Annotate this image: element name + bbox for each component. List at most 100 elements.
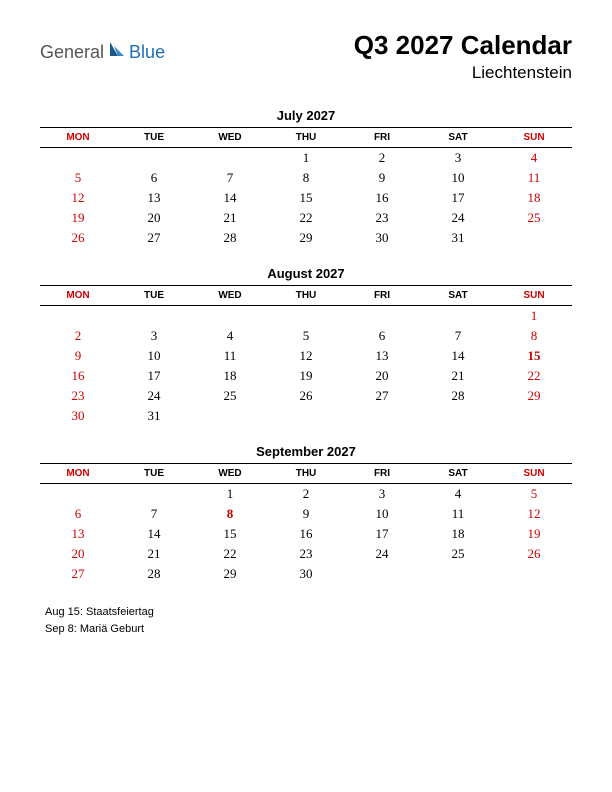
day-cell: 14: [192, 188, 268, 208]
day-header: TUE: [116, 286, 192, 306]
week-row: 20212223242526: [40, 544, 572, 564]
day-cell: [116, 484, 192, 505]
day-cell: 18: [496, 188, 572, 208]
day-cell: [40, 306, 116, 327]
week-row: 1: [40, 306, 572, 327]
day-cell: 17: [420, 188, 496, 208]
day-cell: 28: [116, 564, 192, 584]
day-header: SAT: [420, 128, 496, 148]
day-cell: 9: [344, 168, 420, 188]
day-header: THU: [268, 464, 344, 484]
day-cell: 13: [344, 346, 420, 366]
week-row: 12131415161718: [40, 188, 572, 208]
week-row: 567891011: [40, 168, 572, 188]
day-header: FRI: [344, 464, 420, 484]
header: General Blue Q3 2027 Calendar Liechtenst…: [40, 30, 572, 83]
day-header: SUN: [496, 128, 572, 148]
day-cell: 14: [116, 524, 192, 544]
day-cell: [496, 406, 572, 426]
day-header: FRI: [344, 286, 420, 306]
day-cell: 26: [496, 544, 572, 564]
day-cell: 16: [268, 524, 344, 544]
day-cell: 2: [344, 148, 420, 169]
day-cell: [496, 228, 572, 248]
calendar-table: MONTUEWEDTHUFRISATSUN1234567891011121314…: [40, 463, 572, 584]
day-cell: 2: [268, 484, 344, 505]
day-cell: 21: [420, 366, 496, 386]
day-cell: 19: [268, 366, 344, 386]
day-header: TUE: [116, 464, 192, 484]
day-header: WED: [192, 464, 268, 484]
day-cell: 24: [420, 208, 496, 228]
month-block: August 2027MONTUEWEDTHUFRISATSUN12345678…: [40, 266, 572, 426]
day-cell: 25: [420, 544, 496, 564]
day-cell: 15: [496, 346, 572, 366]
day-header: SUN: [496, 286, 572, 306]
day-cell: 27: [116, 228, 192, 248]
month-block: July 2027MONTUEWEDTHUFRISATSUN1234567891…: [40, 108, 572, 248]
day-cell: 1: [192, 484, 268, 505]
day-cell: 20: [40, 544, 116, 564]
day-cell: 8: [268, 168, 344, 188]
day-cell: 14: [420, 346, 496, 366]
day-cell: 25: [192, 386, 268, 406]
day-cell: 29: [268, 228, 344, 248]
week-row: 262728293031: [40, 228, 572, 248]
holidays-list: Aug 15: StaatsfeiertagSep 8: Mariä Gebur…: [45, 604, 572, 637]
week-row: 13141516171819: [40, 524, 572, 544]
day-cell: 30: [268, 564, 344, 584]
day-cell: 26: [268, 386, 344, 406]
day-cell: 19: [40, 208, 116, 228]
day-cell: 8: [192, 504, 268, 524]
day-cell: 1: [268, 148, 344, 169]
day-cell: [40, 148, 116, 169]
day-cell: [496, 564, 572, 584]
day-header: THU: [268, 286, 344, 306]
day-cell: 16: [40, 366, 116, 386]
day-cell: 5: [496, 484, 572, 505]
day-cell: 15: [268, 188, 344, 208]
day-cell: 5: [268, 326, 344, 346]
day-cell: 4: [192, 326, 268, 346]
day-header: WED: [192, 286, 268, 306]
day-cell: 8: [496, 326, 572, 346]
week-row: 9101112131415: [40, 346, 572, 366]
day-cell: 10: [420, 168, 496, 188]
logo: General Blue: [40, 40, 165, 65]
day-cell: 30: [40, 406, 116, 426]
day-cell: 9: [268, 504, 344, 524]
day-cell: 29: [192, 564, 268, 584]
day-cell: 10: [344, 504, 420, 524]
calendars-container: July 2027MONTUEWEDTHUFRISATSUN1234567891…: [40, 108, 572, 584]
day-header: MON: [40, 128, 116, 148]
day-header: WED: [192, 128, 268, 148]
day-cell: 3: [116, 326, 192, 346]
day-cell: 11: [420, 504, 496, 524]
day-cell: 31: [420, 228, 496, 248]
day-cell: 21: [116, 544, 192, 564]
day-cell: [420, 306, 496, 327]
day-cell: 22: [496, 366, 572, 386]
day-cell: 31: [116, 406, 192, 426]
day-cell: 26: [40, 228, 116, 248]
day-cell: 28: [420, 386, 496, 406]
day-header: SUN: [496, 464, 572, 484]
day-cell: 24: [344, 544, 420, 564]
day-cell: 27: [344, 386, 420, 406]
month-block: September 2027MONTUEWEDTHUFRISATSUN12345…: [40, 444, 572, 584]
month-title: July 2027: [40, 108, 572, 123]
day-header: MON: [40, 464, 116, 484]
day-cell: 3: [420, 148, 496, 169]
title-block: Q3 2027 Calendar Liechtenstein: [354, 30, 572, 83]
day-cell: 18: [192, 366, 268, 386]
day-cell: [268, 306, 344, 327]
day-cell: [40, 484, 116, 505]
day-cell: 11: [496, 168, 572, 188]
day-cell: 22: [268, 208, 344, 228]
day-cell: 22: [192, 544, 268, 564]
day-cell: [192, 306, 268, 327]
day-cell: 23: [40, 386, 116, 406]
day-cell: 25: [496, 208, 572, 228]
day-cell: 15: [192, 524, 268, 544]
holiday-entry: Sep 8: Mariä Geburt: [45, 621, 572, 638]
